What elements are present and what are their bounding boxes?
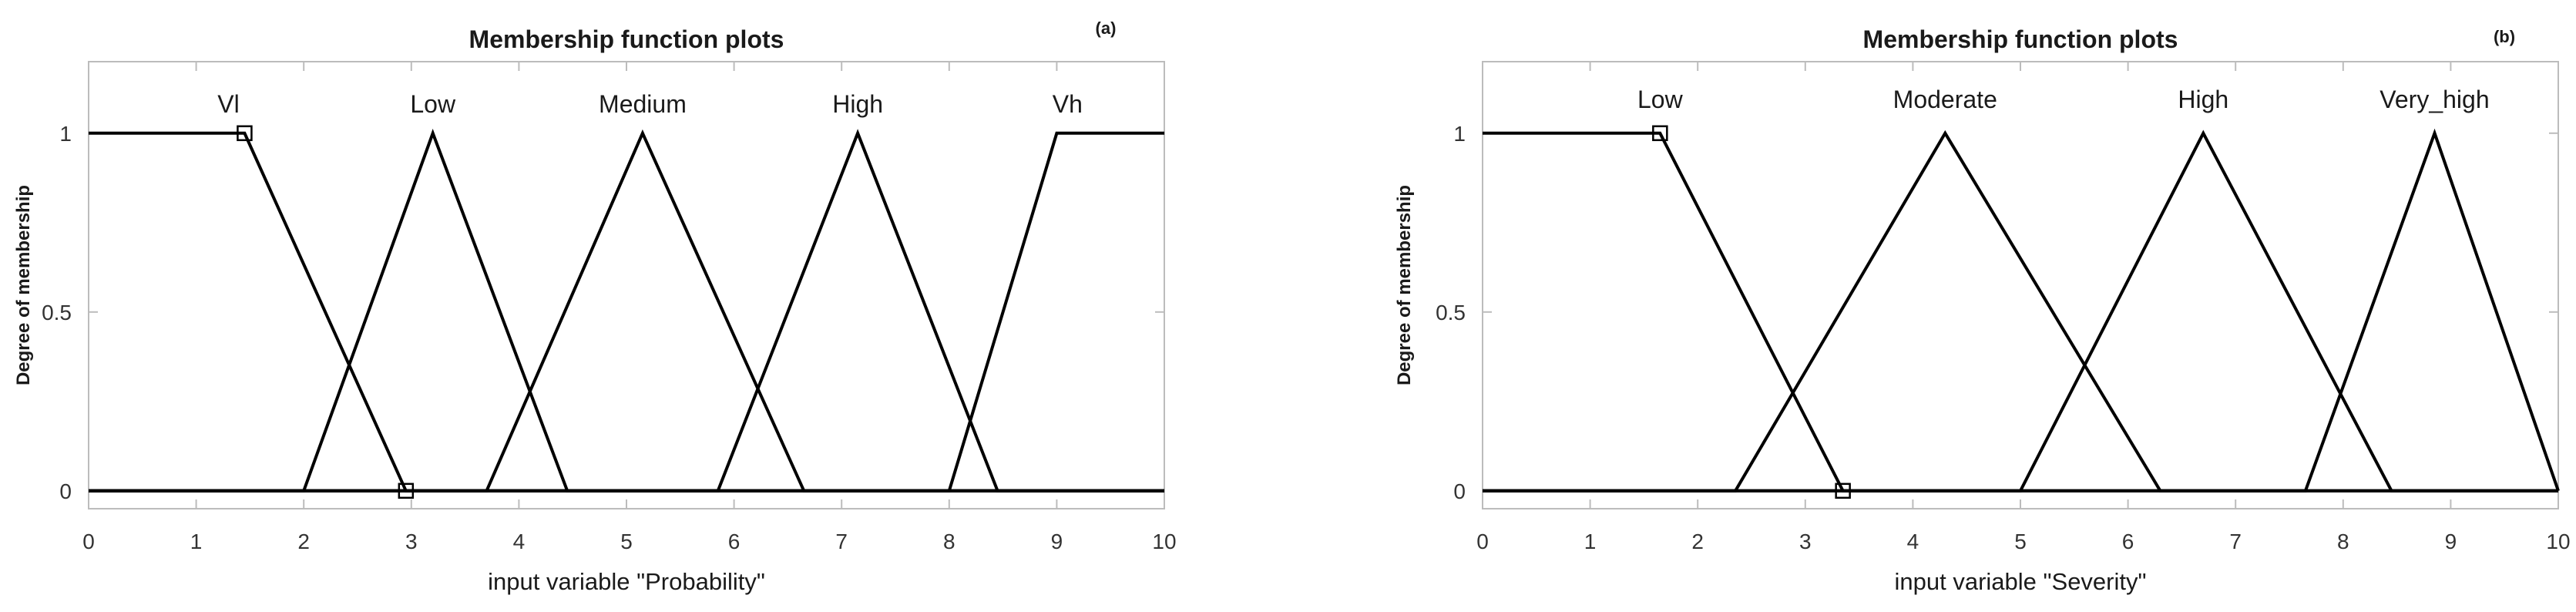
plot-area xyxy=(88,61,1165,509)
plot-area xyxy=(1482,61,2559,509)
x-tick-label: 0 xyxy=(1476,530,1489,553)
x-tick-label: 3 xyxy=(1799,530,1812,553)
mf-label-high: High xyxy=(2178,86,2228,113)
x-tick-label: 10 xyxy=(2546,530,2570,553)
x-tick-label: 4 xyxy=(513,530,526,553)
y-axis-label: Degree of membership xyxy=(13,185,34,385)
point-marker xyxy=(237,125,253,142)
x-tick-label: 6 xyxy=(2122,530,2134,553)
x-tick-label: 1 xyxy=(1584,530,1597,553)
x-tick-label: 1 xyxy=(190,530,203,553)
x-tick-label: 8 xyxy=(2337,530,2349,553)
x-tick-label: 2 xyxy=(297,530,310,553)
chart-title: Membership function plots xyxy=(1863,25,2178,53)
chart-title: Membership function plots xyxy=(469,25,784,53)
point-marker xyxy=(1835,483,1851,499)
mf-label-low: Low xyxy=(1637,86,1684,113)
x-tick-label: 9 xyxy=(1051,530,1063,553)
x-tick-label: 0 xyxy=(82,530,95,553)
point-marker xyxy=(1652,125,1668,142)
panel-label: (a) xyxy=(1096,18,1117,38)
x-axis-label: input variable "Severity" xyxy=(1895,568,2147,595)
x-tick-label: 7 xyxy=(835,530,848,553)
x-tick-label: 2 xyxy=(1691,530,1704,553)
y-tick-label: 0 xyxy=(1453,479,1466,503)
mf-line-vh xyxy=(89,131,1164,493)
chart-panel-b: Membership function plots (b)0 1 2 3 4 5 6 7 8 9 10… xyxy=(1394,25,2571,595)
chart-panel-a: Membership function plots (a)0 1 2 3 4 5 6 7 8 9 10… xyxy=(13,18,1177,595)
y-tick-label: 0 xyxy=(59,479,72,503)
x-tick-label: 6 xyxy=(728,530,741,553)
x-tick-label: 10 xyxy=(1152,530,1176,553)
y-tick-label: 1 xyxy=(1453,122,1466,146)
y-tick-label: 1 xyxy=(59,122,72,146)
y-tick-label: 0.5 xyxy=(42,301,72,324)
x-tick-label: 3 xyxy=(405,530,418,553)
x-tick-label: 8 xyxy=(943,530,956,553)
point-marker xyxy=(398,483,415,499)
mf-label-medium: Medium xyxy=(599,90,687,118)
x-axis-label: input variable "Probability" xyxy=(488,568,765,595)
mf-label-very_high: Very_high xyxy=(2380,86,2489,113)
mf-line-very_high xyxy=(1483,128,2560,493)
x-tick-label: 5 xyxy=(2014,530,2027,553)
mf-label-low: Low xyxy=(410,90,456,118)
panel-label: (b) xyxy=(2494,27,2515,46)
x-tick-label: 9 xyxy=(2445,530,2457,553)
x-tick-label: 5 xyxy=(620,530,633,553)
y-axis-label: Degree of membership xyxy=(1394,185,1415,385)
mf-label-high: High xyxy=(832,90,883,118)
y-tick-label: 0.5 xyxy=(1436,301,1466,324)
mf-label-vh: Vh xyxy=(1053,90,1083,118)
mf-label-moderate: Moderate xyxy=(1893,86,1997,113)
x-tick-label: 7 xyxy=(2229,530,2242,553)
mf-label-vl: Vl xyxy=(217,90,239,118)
x-tick-label: 4 xyxy=(1907,530,1919,553)
